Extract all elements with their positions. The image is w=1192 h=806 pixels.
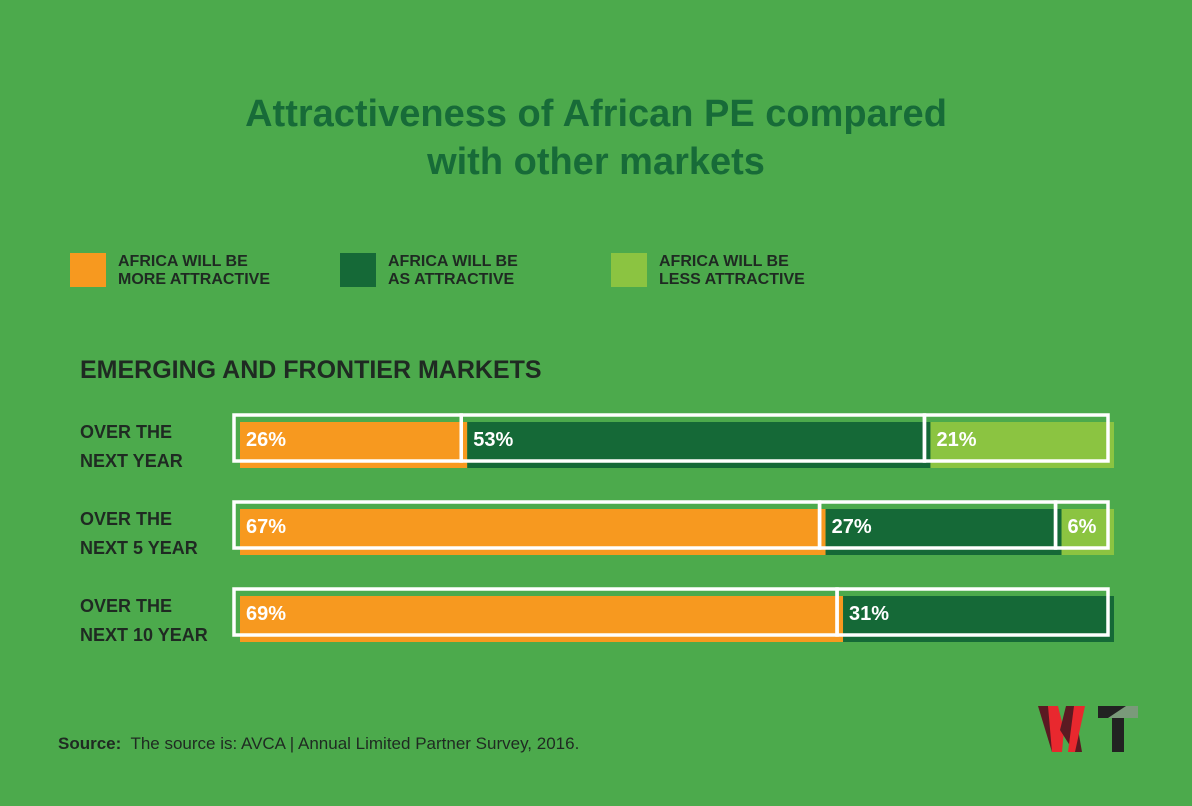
source-label: Source: — [58, 734, 122, 753]
data-label: 31% — [849, 603, 889, 625]
legend-label-more: AFRICA WILL BE MORE ATTRACTIVE — [118, 253, 298, 289]
legend-swatch-as — [340, 253, 376, 287]
bar-outline — [835, 587, 1110, 637]
row-label: OVER THE NEXT 5 YEAR — [80, 505, 230, 563]
data-label: 67% — [246, 516, 286, 538]
data-label: 21% — [936, 429, 976, 451]
legend-item-more: AFRICA WILL BE MORE ATTRACTIVE — [70, 253, 298, 289]
legend-swatch-more — [70, 253, 106, 287]
source-text: The source is: AVCA | Annual Limited Par… — [130, 734, 580, 753]
data-label: 6% — [1068, 516, 1097, 538]
row-label-line: NEXT 5 YEAR — [80, 538, 198, 558]
source-note: Source: The source is: AVCA | Annual Lim… — [58, 734, 579, 754]
data-label: 69% — [246, 603, 286, 625]
title-line-1: Attractiveness of African PE compared — [245, 93, 947, 135]
chart-title: Attractiveness of African PE compared wi… — [0, 90, 1192, 186]
legend-line: AFRICA WILL BE — [659, 253, 789, 270]
legend-item-less: AFRICA WILL BE LESS ATTRACTIVE — [611, 253, 839, 289]
legend-line: AFRICA WILL BE — [388, 253, 518, 270]
data-label: 53% — [473, 429, 513, 451]
title-line-2: with other markets — [427, 141, 765, 183]
legend-line: MORE ATTRACTIVE — [118, 271, 270, 288]
data-label: 27% — [832, 516, 872, 538]
legend-label-less: AFRICA WILL BE LESS ATTRACTIVE — [659, 253, 839, 289]
wt-logo — [1038, 706, 1138, 752]
row-label-line: OVER THE — [80, 422, 173, 442]
bar-outline — [1053, 500, 1110, 550]
legend-swatch-less — [611, 253, 647, 287]
legend-line: AFRICA WILL BE — [118, 253, 248, 270]
data-label: 26% — [246, 429, 286, 451]
legend-line: LESS ATTRACTIVE — [659, 271, 805, 288]
legend-line: AS ATTRACTIVE — [388, 271, 515, 288]
row-label-line: NEXT YEAR — [80, 451, 183, 471]
row-label: OVER THE NEXT 10 YEAR — [80, 592, 230, 650]
row-label-line: OVER THE — [80, 596, 173, 616]
section-heading: EMERGING AND FRONTIER MARKETS — [80, 356, 542, 384]
legend-label-as: AFRICA WILL BE AS ATTRACTIVE — [388, 253, 568, 289]
legend-item-as: AFRICA WILL BE AS ATTRACTIVE — [340, 253, 568, 289]
bar-outline — [922, 413, 1110, 463]
row-label-line: OVER THE — [80, 509, 173, 529]
row-label-line: NEXT 10 YEAR — [80, 625, 208, 645]
row-label: OVER THE NEXT YEAR — [80, 418, 230, 476]
